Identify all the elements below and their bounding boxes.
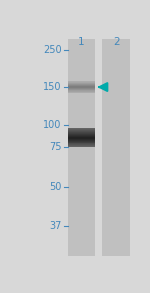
Bar <box>68 129 95 130</box>
Bar <box>68 84 95 85</box>
Text: 50: 50 <box>49 183 62 193</box>
Bar <box>68 39 95 256</box>
Text: 37: 37 <box>49 221 62 231</box>
Text: 250: 250 <box>43 45 62 55</box>
Bar <box>68 144 95 145</box>
Bar <box>68 90 95 91</box>
Bar <box>68 137 95 138</box>
Bar <box>68 83 95 84</box>
Bar <box>68 128 95 129</box>
Bar <box>68 85 95 86</box>
Bar <box>68 91 95 92</box>
Bar <box>68 145 95 146</box>
Bar <box>68 139 95 140</box>
Text: 1: 1 <box>78 38 85 47</box>
Bar <box>68 87 95 88</box>
Text: 100: 100 <box>43 120 62 130</box>
Bar <box>68 133 95 134</box>
Bar <box>68 136 95 137</box>
Bar <box>68 140 95 141</box>
Bar <box>68 89 95 90</box>
Bar <box>102 39 130 256</box>
Text: 2: 2 <box>113 38 120 47</box>
Bar <box>68 92 95 93</box>
Text: 75: 75 <box>49 142 62 152</box>
Bar <box>68 143 95 144</box>
Bar <box>68 134 95 135</box>
Bar <box>68 141 95 142</box>
Bar <box>68 146 95 147</box>
Bar <box>68 82 95 83</box>
Bar <box>68 142 95 143</box>
Bar <box>68 86 95 87</box>
Bar <box>68 132 95 133</box>
Bar <box>68 81 95 82</box>
Bar <box>68 138 95 139</box>
Bar <box>68 88 95 89</box>
Bar <box>68 130 95 131</box>
Bar <box>68 135 95 136</box>
Bar <box>68 131 95 132</box>
Text: 150: 150 <box>43 82 62 92</box>
